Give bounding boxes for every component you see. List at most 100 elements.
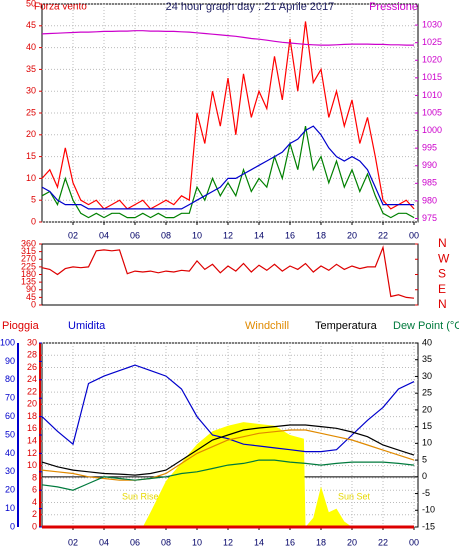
y3-tick-label: 40 [5,448,15,458]
x-tick-label: 12 [223,230,233,240]
y-tick-label: 22 [27,386,37,396]
y-tick-label: 180 [21,269,36,279]
x-tick-label: 02 [68,230,78,240]
y-tick-label: 4 [32,497,37,507]
y3-tick-label: 50 [5,429,15,439]
y2-tick-label: 20 [422,404,432,414]
y3-tick-label: 70 [5,393,15,403]
y2-tick-label: 15 [422,421,432,431]
y2-tick-label: 975 [422,213,437,223]
y2-tick-label: 1025 [422,37,442,47]
y-tick-label: 18 [27,411,37,421]
series-line [41,125,414,210]
series-line [41,364,415,453]
annotation: Sun Rise [122,491,159,501]
y-tick-label: 10 [27,460,37,470]
legend-entry: Dew Point (°C [393,320,459,332]
solar-area [142,422,352,527]
series-line [41,424,415,476]
y2-tick-label: 35 [422,354,432,364]
y-tick-label: 10 [26,173,36,183]
x-tick-label: 08 [161,537,171,547]
y-tick-label: 20 [27,399,37,409]
y3-tick-label: 80 [5,374,15,384]
y-tick-label: 14 [27,436,37,446]
y2-tick-label: 1015 [422,72,442,82]
pressure-label: Pressione [369,1,418,13]
series-line [41,459,415,491]
y2-tick-label: 40 [422,337,432,347]
y-tick-label: 90 [26,284,36,294]
y2-tick-label: 980 [422,195,437,205]
legend-entry: Pioggia [2,320,40,332]
x-tick-label: 16 [285,537,295,547]
x-tick-label: 18 [316,230,326,240]
y2-tick-label: -5 [422,488,430,498]
y3-tick-label: 60 [5,411,15,421]
x-tick-label: 18 [316,537,326,547]
y2-tick-label: 30 [422,371,432,381]
y2-tick-label: N [438,236,447,250]
chart-title: 24 hour graph day : 21 Aprile 2017 [166,1,335,13]
wind-label: Forza vento [34,2,87,13]
y2-tick-label: 10 [422,438,432,448]
x-tick-label: 22 [378,230,388,240]
y-tick-label: 15 [26,151,36,161]
series-line [41,245,415,299]
y-tick-label: 2 [32,509,37,519]
series-line [41,125,415,219]
x-tick-label: 04 [99,537,109,547]
y2-tick-label: N [438,297,447,311]
x-tick-label: 00 [409,230,419,240]
x-tick-label: 10 [192,230,202,240]
y-tick-label: 270 [21,254,36,264]
y-tick-label: 26 [27,362,37,372]
y2-tick-label: 5 [422,454,427,464]
x-tick-label: 16 [285,230,295,240]
y-tick-label: 25 [26,107,36,117]
x-tick-label: 14 [254,230,264,240]
y2-tick-label: S [438,267,446,281]
y-tick-label: 315 [21,246,36,256]
y-tick-label: 28 [27,350,37,360]
y-tick-label: 8 [32,472,37,482]
y-tick-label: 30 [27,337,37,347]
x-tick-label: 08 [161,230,171,240]
y2-tick-label: -15 [422,521,435,531]
y-tick-label: 50 [26,0,36,8]
y2-tick-label: 1030 [422,19,442,29]
y2-tick-label: -10 [422,505,435,515]
y3-tick-label: 20 [5,485,15,495]
y-tick-label: 45 [26,20,36,30]
y2-tick-label: 985 [422,178,437,188]
x-tick-label: 20 [347,230,357,240]
y2-tick-label: E [438,282,446,296]
x-tick-label: 14 [254,537,264,547]
direction-frame [41,243,419,306]
y-tick-label: 360 [21,238,36,248]
y-tick-label: 24 [27,374,37,384]
y-tick-label: 16 [27,423,37,433]
legend-entry: Windchill [245,320,289,332]
y2-tick-label: 0 [422,471,427,481]
y-tick-label: 0 [32,521,37,531]
y2-tick-label: 1005 [422,107,442,117]
y-tick-label: 30 [26,86,36,96]
x-tick-label: 04 [99,230,109,240]
y2-tick-label: 990 [422,160,437,170]
y-tick-label: 35 [26,64,36,74]
y-tick-label: 0 [31,216,36,226]
y3-tick-label: 30 [5,466,15,476]
legend-entry: Umidita [68,320,106,332]
y2-tick-label: 1020 [422,55,442,65]
y3-tick-label: 100 [0,337,15,347]
series-line [41,30,414,46]
y2-tick-label: W [438,251,450,265]
series-line [41,429,415,481]
y-tick-label: 5 [31,195,36,205]
legend-entry: Temperatura [315,320,378,332]
y-tick-label: 45 [26,292,36,302]
y3-tick-label: 90 [5,356,15,366]
y2-tick-label: 995 [422,143,437,153]
